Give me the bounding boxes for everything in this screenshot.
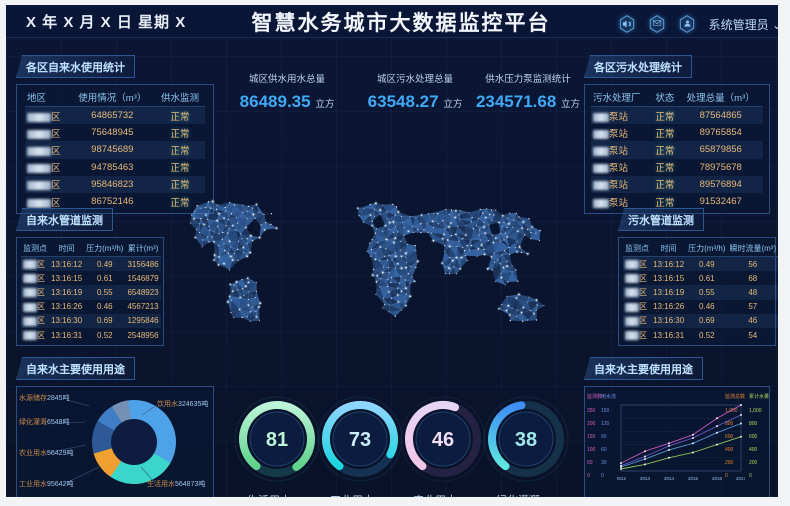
- svg-text:2016: 2016: [712, 476, 723, 481]
- svg-text:38: 38: [515, 429, 537, 451]
- svg-text:2015: 2015: [688, 476, 699, 481]
- svg-text:2017: 2017: [736, 476, 745, 481]
- svg-text:2013: 2013: [640, 476, 651, 481]
- svg-text:81: 81: [266, 429, 288, 451]
- svg-text:2012: 2012: [617, 476, 627, 481]
- svg-text:46: 46: [432, 429, 454, 451]
- svg-text:73: 73: [349, 429, 371, 451]
- svg-text:2014: 2014: [664, 476, 675, 481]
